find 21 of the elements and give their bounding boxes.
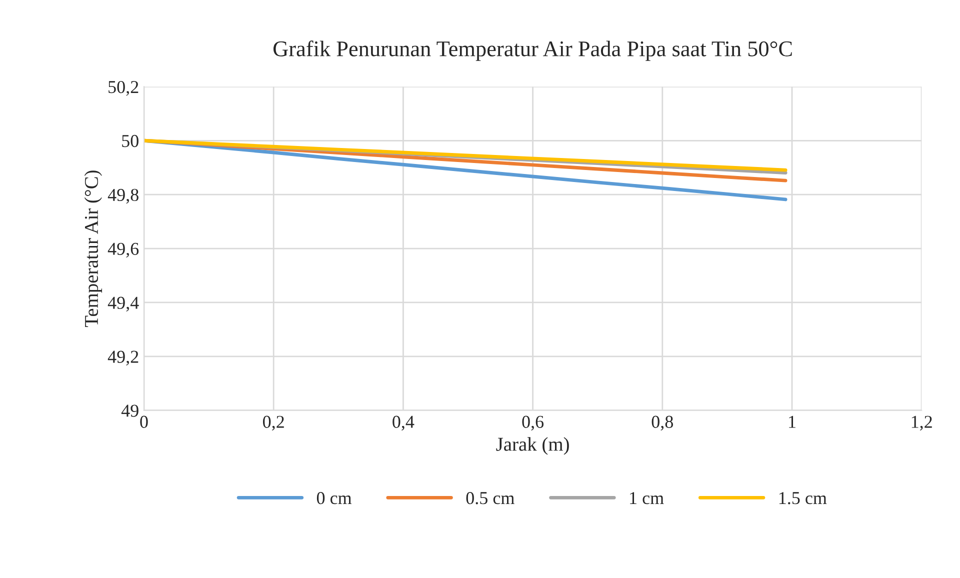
- x-axis-title: Jarak (m): [496, 437, 569, 455]
- legend-label: 1.5 cm: [779, 492, 827, 504]
- x-tick-label: 0,6: [522, 416, 544, 431]
- legend-label: 1 cm: [630, 492, 664, 504]
- y-tick-label: 49: [121, 404, 138, 417]
- y-tick-label: 49,8: [108, 188, 138, 204]
- x-tick-label: 0,2: [263, 416, 284, 431]
- x-tick-label: 0,4: [392, 416, 414, 431]
- y-axis-title: Temperatur Air (°C): [84, 170, 102, 327]
- chart-title: Grafik Penurunan Temperatur Air Pada Pipa saat Tin 50°C: [273, 40, 792, 61]
- legend-label: 0.5 cm: [466, 492, 514, 504]
- x-tick-label: 1: [789, 416, 796, 428]
- legend-label: 0 cm: [316, 492, 352, 504]
- y-tick-label: 49,4: [108, 296, 139, 312]
- y-tick-label: 49,2: [108, 350, 138, 366]
- y-tick-label: 50: [122, 134, 138, 148]
- x-tick-label: 0,8: [652, 416, 673, 431]
- y-tick-label: 50,2: [108, 80, 138, 96]
- y-tick-label: 49,6: [108, 242, 139, 258]
- x-tick-label: 0: [140, 416, 148, 428]
- x-tick-label: 1,2: [912, 416, 932, 431]
